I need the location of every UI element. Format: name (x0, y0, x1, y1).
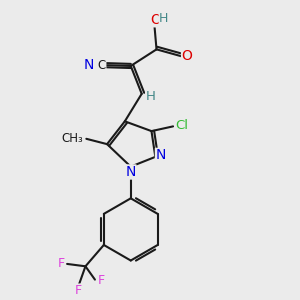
Text: O: O (182, 49, 193, 63)
Text: H: H (159, 12, 169, 25)
Text: N: N (155, 148, 166, 162)
Text: N: N (83, 58, 94, 72)
Text: F: F (58, 257, 65, 270)
Text: Cl: Cl (175, 119, 188, 132)
Text: O: O (151, 13, 161, 27)
Text: F: F (97, 274, 104, 287)
Text: F: F (75, 284, 82, 297)
Text: N: N (126, 165, 136, 179)
Text: CH₃: CH₃ (61, 132, 83, 145)
Text: H: H (146, 90, 155, 103)
Text: C: C (98, 58, 106, 72)
